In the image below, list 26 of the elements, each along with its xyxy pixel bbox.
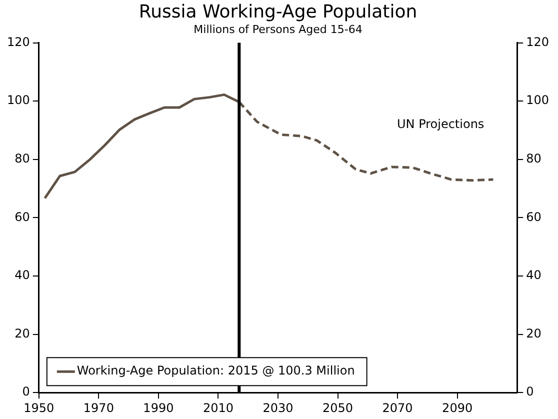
y-tick-label: 120 [7,34,30,49]
x-tick-label: 2030 [262,400,294,415]
y-tick-label: 100 [7,93,30,108]
chart-subtitle: Millions of Persons Aged 15-64 [194,23,362,36]
x-tick-label: 1950 [24,400,54,415]
y2-tick-label: 80 [526,152,542,166]
y2-tick-label: 120 [526,34,549,49]
x-tick-label: 1970 [83,400,114,415]
y2-tick-label: 60 [526,210,542,224]
y2-tick-label: 100 [526,93,549,108]
y-tick-label: 40 [14,268,30,282]
y2-tick-label: 0 [526,384,534,399]
x-tick-label: 2090 [442,400,473,415]
chart-title: Russia Working-Age Population [138,1,418,22]
x-tick-label: 2010 [202,400,234,415]
y-tick-label: 0 [22,384,30,399]
y2-tick-label: 40 [526,268,542,282]
x-tick-label: 1990 [143,400,174,415]
annotation: UN Projections [397,116,484,131]
x-tick-label: 2070 [382,400,413,415]
y2-tick-label: 20 [526,326,542,340]
x-tick-label: 2050 [322,400,354,415]
y-tick-label: 20 [14,326,30,340]
legend-label: Working-Age Population: 2015 @ 100.3 Million [76,364,355,378]
y-tick-label: 60 [14,210,30,224]
y-tick-label: 80 [14,152,30,166]
